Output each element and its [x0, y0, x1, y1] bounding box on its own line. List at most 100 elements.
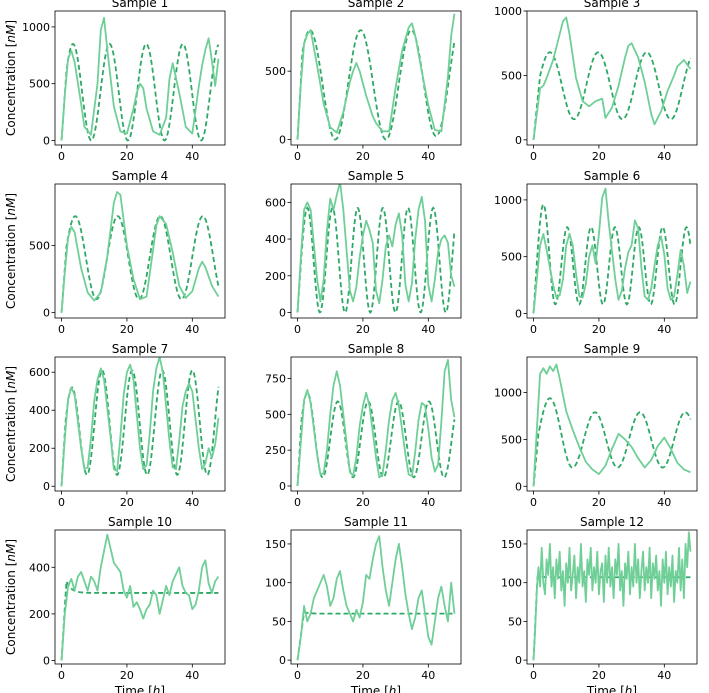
subplot-2: Sample 2 0 20 40 0 500 — [265, 0, 462, 163]
x-tick-label: 20 — [592, 150, 606, 163]
x-tick-label: 40 — [421, 150, 435, 163]
x-tick-label: 20 — [120, 669, 134, 682]
y-tick-label: 500 — [501, 69, 522, 82]
x-tick-label: 40 — [185, 323, 199, 336]
subplot-title: Sample 5 — [348, 169, 404, 183]
subplot-9: Sample 9 0 20 40 0 500 1000 — [494, 342, 698, 509]
y-axis-label: Concentration [nM] — [4, 193, 18, 309]
observed-curve — [296, 184, 456, 313]
y-tick-label: 1000 — [494, 5, 522, 18]
fit-curve — [532, 51, 692, 140]
axes-frame — [290, 183, 462, 319]
x-tick-label: 40 — [185, 496, 199, 509]
axes-frame — [526, 10, 698, 146]
observed-curve — [532, 531, 692, 661]
observed-curve — [532, 363, 691, 487]
y-axis-label: Concentration [nM] — [4, 366, 18, 482]
y-tick-label: 200 — [265, 270, 286, 283]
y-tick-label: 500 — [29, 240, 50, 253]
y-tick-label: 50 — [508, 615, 522, 628]
observed-curve — [60, 16, 220, 141]
y-tick-label: 50 — [272, 615, 286, 628]
y-tick-label: 1000 — [494, 194, 522, 207]
axes-frame — [526, 529, 698, 665]
y-tick-label: 400 — [265, 233, 286, 246]
x-tick-label: 20 — [356, 496, 370, 509]
fit-curve — [296, 610, 455, 661]
x-tick-label: 40 — [421, 323, 435, 336]
axes-frame — [290, 10, 462, 146]
y-tick-label: 100 — [501, 577, 522, 590]
subplot-title: Sample 10 — [108, 515, 172, 529]
y-tick-label: 500 — [265, 65, 286, 78]
y-tick-label: 250 — [265, 444, 286, 457]
x-tick-label: 0 — [58, 496, 65, 509]
x-tick-label: 0 — [294, 150, 301, 163]
fit-curve — [60, 580, 219, 661]
fit-curve — [296, 391, 456, 487]
x-tick-label: 40 — [657, 150, 671, 163]
y-tick-label: 150 — [265, 538, 286, 551]
axes-frame — [54, 356, 226, 492]
y-tick-label: 600 — [265, 196, 286, 209]
x-axis-label: Time [h] — [350, 684, 401, 693]
y-tick-label: 600 — [29, 366, 50, 379]
x-tick-label: 40 — [657, 496, 671, 509]
fit-curve — [296, 206, 456, 314]
fit-curve — [60, 369, 220, 487]
x-tick-label: 0 — [58, 669, 65, 682]
observed-curve — [296, 13, 456, 140]
y-tick-label: 750 — [265, 372, 286, 385]
y-tick-label: 0 — [515, 654, 522, 667]
x-tick-label: 0 — [530, 496, 537, 509]
y-tick-label: 0 — [279, 306, 286, 319]
observed-curve — [532, 16, 692, 140]
x-tick-label: 20 — [356, 323, 370, 336]
subplot-12: Sample 12 0 20 40 0 50 100 150 Time [h] — [501, 515, 698, 693]
x-tick-label: 20 — [356, 669, 370, 682]
observed-curve — [60, 357, 220, 487]
subplot-11: Sample 11 0 20 40 0 50 100 150 Time [h] — [265, 515, 462, 693]
axes-frame — [290, 356, 462, 492]
x-tick-label: 40 — [421, 669, 435, 682]
x-tick-label: 20 — [592, 669, 606, 682]
x-tick-label: 0 — [294, 496, 301, 509]
subplot-title: Sample 6 — [584, 169, 640, 183]
fit-curve — [532, 202, 692, 314]
fit-curve — [532, 397, 692, 487]
subplot-3: Sample 3 0 20 40 0 500 1000 — [494, 0, 698, 163]
subplot-title: Sample 7 — [112, 342, 168, 356]
y-tick-label: 500 — [265, 408, 286, 421]
subplot-title: Sample 9 — [584, 342, 640, 356]
x-tick-label: 40 — [421, 496, 435, 509]
y-tick-label: 0 — [43, 655, 50, 668]
axes-frame — [526, 183, 698, 319]
y-tick-label: 500 — [501, 433, 522, 446]
y-tick-label: 400 — [29, 561, 50, 574]
subplot-4: Sample 4 0 20 40 0 500 Concentration [nM] — [4, 169, 226, 336]
x-tick-label: 40 — [657, 669, 671, 682]
x-tick-label: 40 — [185, 669, 199, 682]
x-tick-label: 0 — [530, 669, 537, 682]
subplot-title: Sample 11 — [344, 515, 408, 529]
y-tick-label: 0 — [279, 654, 286, 667]
axes-frame — [54, 10, 226, 146]
y-tick-label: 0 — [279, 480, 286, 493]
y-tick-label: 500 — [29, 78, 50, 91]
y-tick-label: 1000 — [22, 21, 50, 34]
x-tick-label: 0 — [294, 323, 301, 336]
x-tick-label: 0 — [58, 150, 65, 163]
axes-frame — [526, 356, 698, 492]
y-tick-label: 0 — [43, 134, 50, 147]
y-tick-label: 500 — [501, 251, 522, 264]
subplot-title: Sample 2 — [348, 0, 404, 10]
x-tick-label: 0 — [530, 150, 537, 163]
subplot-title: Sample 8 — [348, 342, 404, 356]
y-tick-label: 0 — [279, 134, 286, 147]
x-tick-label: 40 — [185, 150, 199, 163]
y-tick-label: 1000 — [494, 387, 522, 400]
observed-curve — [296, 358, 456, 487]
x-tick-label: 0 — [58, 323, 65, 336]
